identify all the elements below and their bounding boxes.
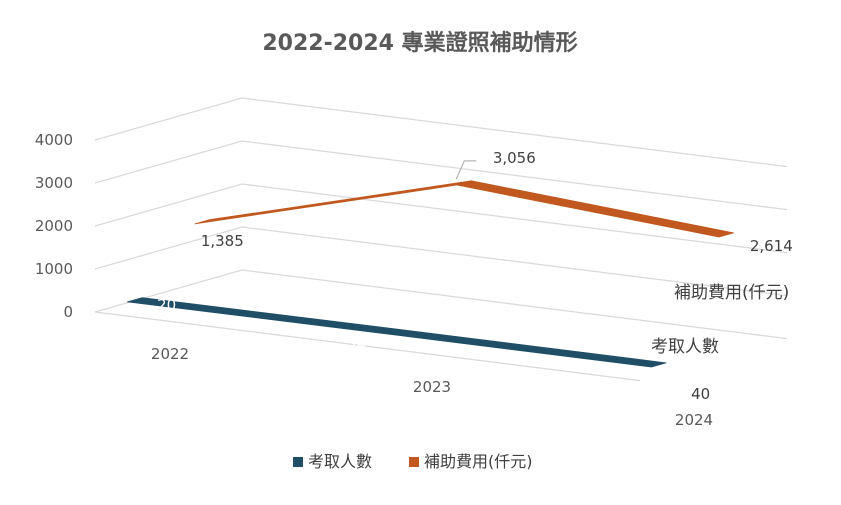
ribbon-segment bbox=[456, 180, 735, 238]
ribbon-segment bbox=[388, 329, 667, 368]
series-ribbon bbox=[126, 297, 667, 368]
data-label: 3,056 bbox=[493, 149, 536, 167]
gridline bbox=[94, 226, 788, 297]
data-label: 40 bbox=[691, 385, 710, 403]
x-tick-label: 2023 bbox=[413, 378, 451, 396]
data-label: 20 bbox=[157, 296, 176, 314]
y-axis-ticks: 0 1000 2000 3000 4000 bbox=[35, 131, 73, 321]
legend-label: 考取人數 bbox=[308, 452, 372, 471]
data-label: 2,614 bbox=[750, 237, 793, 255]
gridline bbox=[94, 183, 788, 254]
series-layer bbox=[126, 180, 735, 368]
chart-title: 2022-2024 專業證照補助情形 bbox=[262, 30, 577, 56]
ribbon-segment bbox=[194, 180, 473, 225]
y-tick-label: 0 bbox=[63, 303, 73, 321]
data-label: 36 bbox=[347, 338, 366, 356]
data-labels: 20 36 40 1,385 3,056 2,614 bbox=[157, 149, 793, 403]
legend-label: 補助費用(仟元) bbox=[424, 452, 533, 471]
depth-axis-label: 補助費用(仟元) bbox=[674, 283, 789, 303]
legend: 考取人數 補助費用(仟元) bbox=[293, 452, 533, 471]
series-ribbon bbox=[194, 180, 735, 238]
x-axis-ticks: 2022 2023 2024 bbox=[151, 345, 713, 429]
data-label: 1,385 bbox=[201, 232, 244, 250]
y-tick-label: 3000 bbox=[35, 174, 73, 192]
depth-axis-label: 考取人數 bbox=[651, 337, 719, 357]
y-tick-label: 2000 bbox=[35, 217, 73, 235]
gridline bbox=[94, 97, 788, 168]
leader-line bbox=[455, 160, 477, 180]
legend-swatch bbox=[409, 457, 419, 467]
gridline bbox=[94, 140, 788, 211]
x-tick-label: 2022 bbox=[151, 345, 189, 363]
legend-swatch bbox=[293, 457, 303, 467]
gridlines bbox=[94, 97, 788, 382]
floor-edge bbox=[94, 311, 641, 382]
depth-axis-labels: 補助費用(仟元) 考取人數 bbox=[651, 283, 789, 357]
y-tick-label: 1000 bbox=[35, 260, 73, 278]
y-tick-label: 4000 bbox=[35, 131, 73, 149]
x-tick-label: 2024 bbox=[675, 411, 713, 429]
